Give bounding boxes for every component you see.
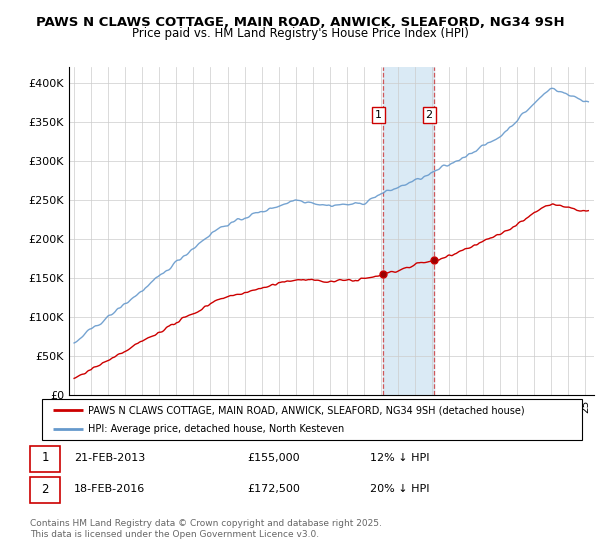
Text: 2: 2 bbox=[41, 483, 49, 496]
Text: Price paid vs. HM Land Registry's House Price Index (HPI): Price paid vs. HM Land Registry's House … bbox=[131, 27, 469, 40]
Text: £155,000: £155,000 bbox=[247, 453, 300, 463]
Text: 1: 1 bbox=[375, 110, 382, 120]
Text: PAWS N CLAWS COTTAGE, MAIN ROAD, ANWICK, SLEAFORD, NG34 9SH (detached house): PAWS N CLAWS COTTAGE, MAIN ROAD, ANWICK,… bbox=[88, 405, 524, 415]
Bar bbox=[383, 67, 434, 395]
Text: £172,500: £172,500 bbox=[247, 484, 300, 494]
Bar bbox=[29, 446, 60, 472]
Text: 18-FEB-2016: 18-FEB-2016 bbox=[74, 484, 145, 494]
Text: 2: 2 bbox=[425, 110, 433, 120]
Text: Contains HM Land Registry data © Crown copyright and database right 2025.
This d: Contains HM Land Registry data © Crown c… bbox=[30, 520, 382, 539]
Text: HPI: Average price, detached house, North Kesteven: HPI: Average price, detached house, Nort… bbox=[88, 424, 344, 435]
Text: 12% ↓ HPI: 12% ↓ HPI bbox=[370, 453, 430, 463]
Text: 1: 1 bbox=[41, 451, 49, 464]
Bar bbox=[29, 477, 60, 503]
Text: 20% ↓ HPI: 20% ↓ HPI bbox=[370, 484, 430, 494]
Text: PAWS N CLAWS COTTAGE, MAIN ROAD, ANWICK, SLEAFORD, NG34 9SH: PAWS N CLAWS COTTAGE, MAIN ROAD, ANWICK,… bbox=[35, 16, 565, 29]
Text: 21-FEB-2013: 21-FEB-2013 bbox=[74, 453, 145, 463]
